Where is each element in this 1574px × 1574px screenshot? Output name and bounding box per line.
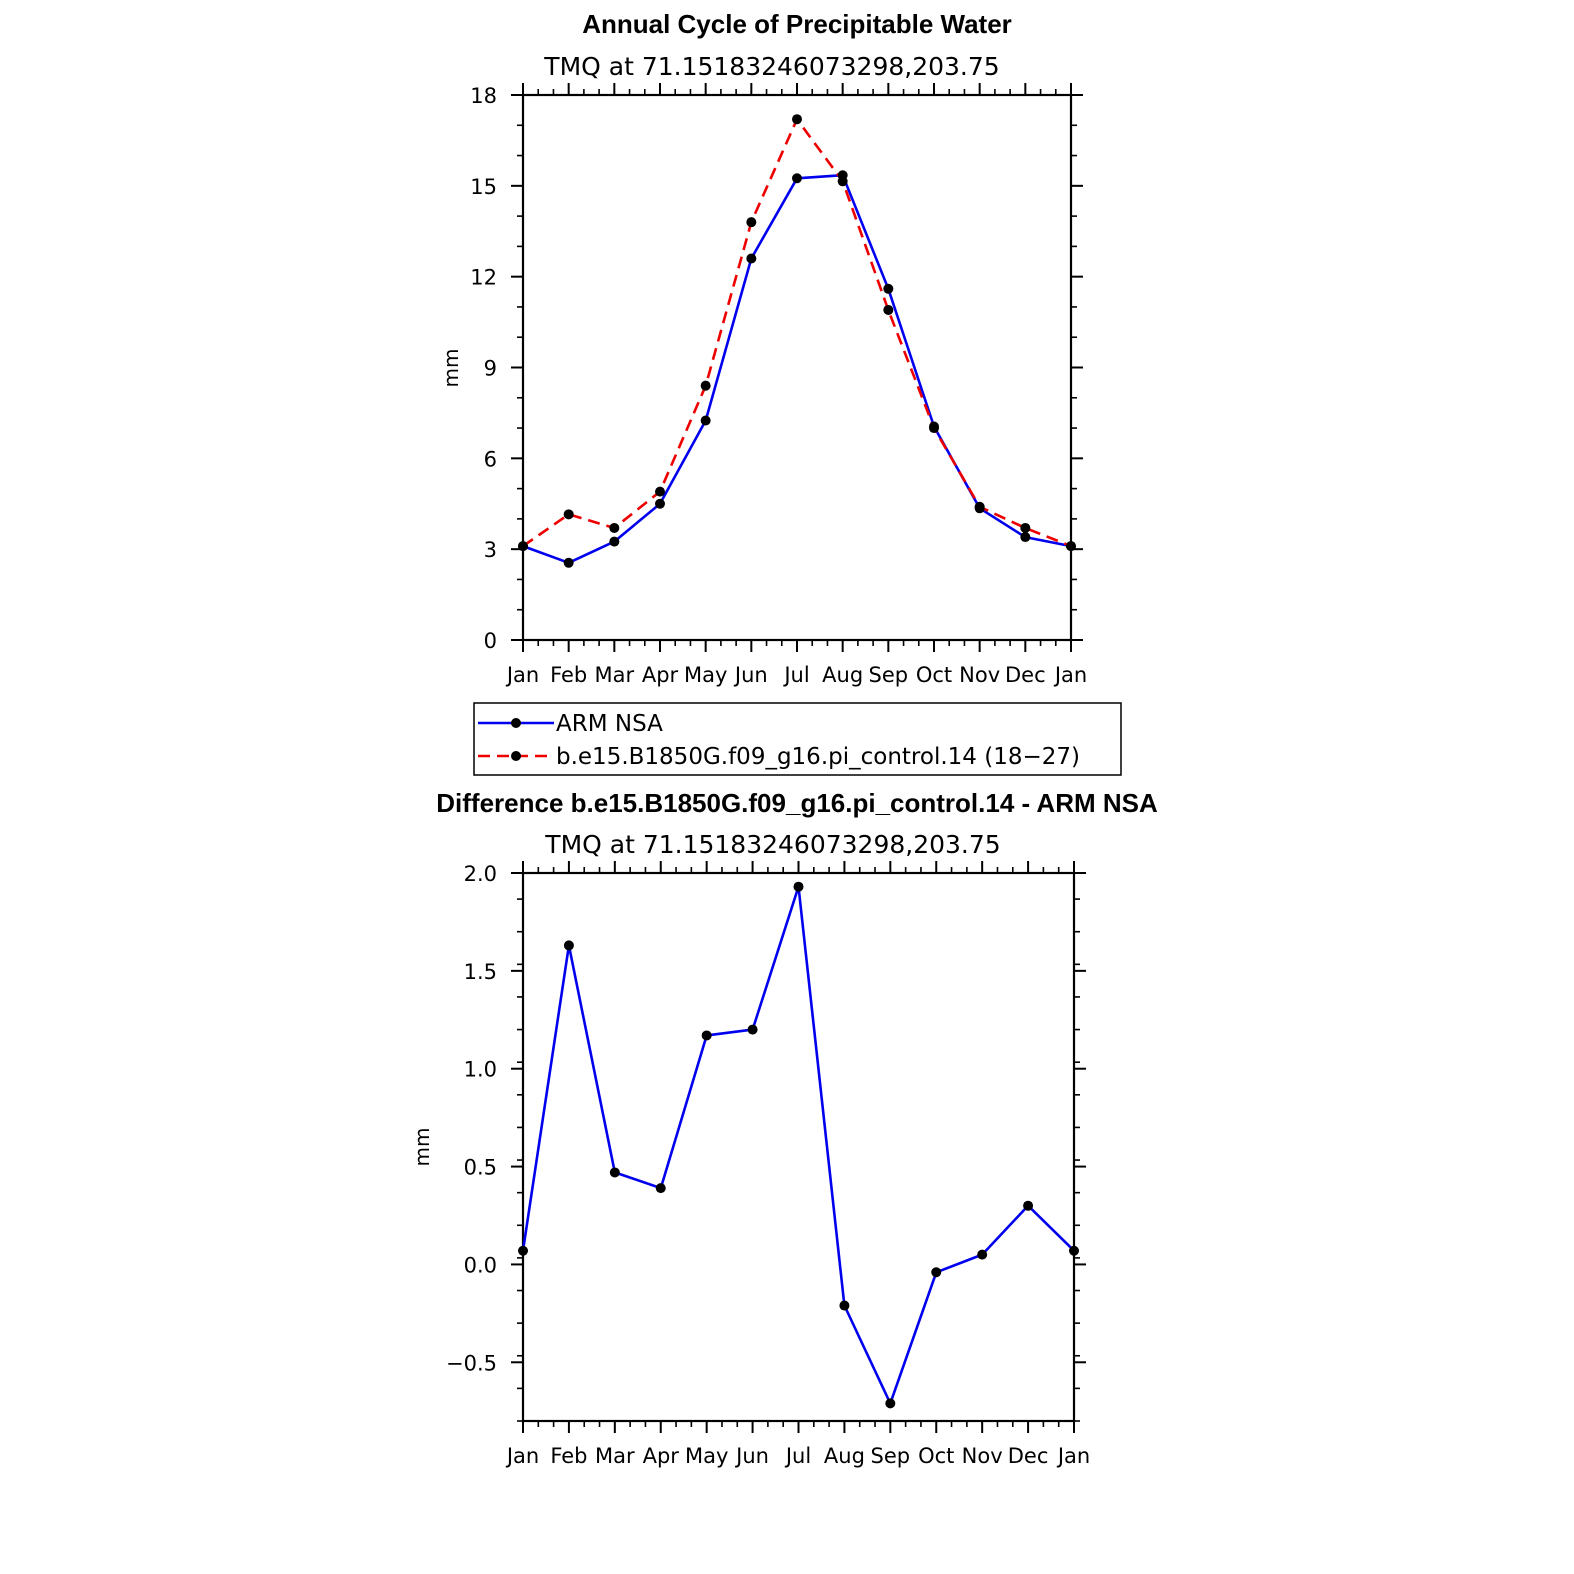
y-tick-label: 3 [484,538,497,562]
data-point-difference-jun [747,1024,758,1035]
data-point-arm-nsa-may [700,415,711,426]
data-point-difference-jul [793,881,804,892]
data-point-b-e15-b1850g-f09-g16-pi-control-14-18-27-sep [883,304,894,315]
y-tick-label: 1.5 [464,960,497,984]
x-tick-label-jun: Jun [734,1444,769,1468]
x-tick-label-mar: Mar [595,663,635,687]
data-point-difference-mar [609,1167,620,1178]
data-point-difference-feb [563,940,574,951]
legend-marker-arm-nsa [511,718,521,728]
y-tick-label: −0.5 [446,1351,497,1375]
y-tick-label: 9 [484,357,497,381]
x-tick-label-oct: Oct [918,1444,954,1468]
y-tick-label: 12 [470,266,497,290]
x-tick-label-dec: Dec [1008,1444,1049,1468]
legend: ARM NSA b.e15.B1850G.f09_g16.pi_control.… [473,702,1122,776]
y-tick-label: 18 [470,84,497,108]
series-line-difference [521,885,1075,1405]
legend-label-model: b.e15.B1850G.f09_g16.pi_control.14 (18−2… [556,744,1080,770]
data-point-difference-jan [518,1245,528,1256]
plot-axes: 0 3 6 9 12 15 18 Jan Feb Mar Apr May Jun Jul Aug Sep Oct… [470,83,1087,687]
y-tick-label: 1.0 [464,1058,497,1082]
y-tick-label: 2.0 [464,862,497,886]
data-point-difference-oct [931,1267,942,1278]
x-tick-label-nov: Nov [962,1444,1003,1468]
y-axis-label: mm [410,1128,434,1167]
x-tick-label-aug: Aug [822,663,863,687]
x-tick-label-sep: Sep [871,1444,911,1468]
x-tick-label-apr: Apr [642,663,679,687]
data-point-b-e15-b1850g-f09-g16-pi-control-14-18-27-feb [563,509,574,520]
x-tick-label-jan: Jan [505,663,539,687]
y-tick-label: 0.5 [464,1156,497,1180]
x-tick-label-jan: Jan [1056,1444,1090,1468]
x-tick-label-aug: Aug [824,1444,865,1468]
y-tick-label: 15 [470,175,497,199]
x-tick-label-apr: Apr [643,1444,680,1468]
x-tick-label-sep: Sep [869,663,909,687]
plot-marks [518,881,1079,1409]
data-point-arm-nsa-feb [563,557,574,568]
data-point-arm-nsa-sep [883,283,894,294]
legend-label-arm-nsa: ARM NSA [556,711,663,737]
data-point-b-e15-b1850g-f09-g16-pi-control-14-18-27-jun [746,217,757,228]
chart-title: Difference b.e15.B1850G.f09_g16.pi_contr… [436,788,1158,818]
data-point-arm-nsa-mar [609,536,620,547]
chart-subtitle: TMQ at 71.15183246073298,203.75 [543,52,999,81]
y-tick-label: 0.0 [464,1253,497,1277]
data-point-arm-nsa-jul [792,173,802,184]
data-point-b-e15-b1850g-f09-g16-pi-control-14-18-27-jan [1066,541,1076,552]
x-tick-label-jul: Jul [784,1444,811,1468]
y-axis-label: mm [439,349,463,388]
x-tick-label-may: May [684,663,727,687]
data-point-b-e15-b1850g-f09-g16-pi-control-14-18-27-aug [837,176,848,187]
data-point-b-e15-b1850g-f09-g16-pi-control-14-18-27-oct [929,423,939,434]
data-point-difference-jan [1069,1245,1079,1256]
data-point-b-e15-b1850g-f09-g16-pi-control-14-18-27-jan [518,541,528,552]
legend-marker-model [511,751,521,761]
x-tick-label-jul: Jul [782,663,809,687]
data-point-difference-apr [655,1183,666,1194]
annual-cycle-chart: Annual Cycle of Precipitable Water TMQ a… [439,9,1087,687]
data-point-difference-aug [839,1300,850,1311]
difference-chart: Difference b.e15.B1850G.f09_g16.pi_contr… [410,788,1158,1468]
x-tick-label-mar: Mar [595,1444,635,1468]
data-point-difference-dec [1023,1200,1034,1211]
data-point-b-e15-b1850g-f09-g16-pi-control-14-18-27-mar [609,522,620,533]
chart-title: Annual Cycle of Precipitable Water [582,9,1012,39]
data-point-arm-nsa-jun [746,253,757,264]
chart-subtitle: TMQ at 71.15183246073298,203.75 [544,830,1000,859]
x-tick-label-dec: Dec [1005,663,1046,687]
x-tick-label-jan: Jan [1053,663,1087,687]
plot-axes: −0.5 0.0 0.5 1.0 1.5 2.0 Jan Feb Mar Apr May Jun Jul… [446,861,1090,1468]
x-tick-label-jun: Jun [733,663,768,687]
data-point-arm-nsa-apr [655,498,665,509]
plot-marks [518,114,1076,568]
series-line-arm-nsa [522,173,1072,565]
data-point-difference-nov [977,1249,988,1260]
data-point-difference-may [701,1030,712,1041]
data-point-b-e15-b1850g-f09-g16-pi-control-14-18-27-jul [792,114,802,125]
x-tick-label-may: May [685,1444,728,1468]
x-tick-label-jan: Jan [505,1444,539,1468]
x-tick-label-feb: Feb [550,663,587,687]
data-point-b-e15-b1850g-f09-g16-pi-control-14-18-27-nov [974,501,985,512]
data-point-b-e15-b1850g-f09-g16-pi-control-14-18-27-dec [1020,522,1031,533]
data-point-b-e15-b1850g-f09-g16-pi-control-14-18-27-may [700,380,711,391]
x-tick-label-nov: Nov [959,663,1000,687]
data-point-difference-sep [885,1398,896,1409]
legend-box [473,702,1122,776]
plot-frame [521,871,1076,1423]
data-point-b-e15-b1850g-f09-g16-pi-control-14-18-27-apr [655,486,665,497]
y-tick-label: 6 [484,447,497,471]
x-tick-label-oct: Oct [916,663,952,687]
data-point-arm-nsa-dec [1020,532,1031,543]
y-tick-label: 0 [484,629,497,653]
x-tick-label-feb: Feb [550,1444,587,1468]
